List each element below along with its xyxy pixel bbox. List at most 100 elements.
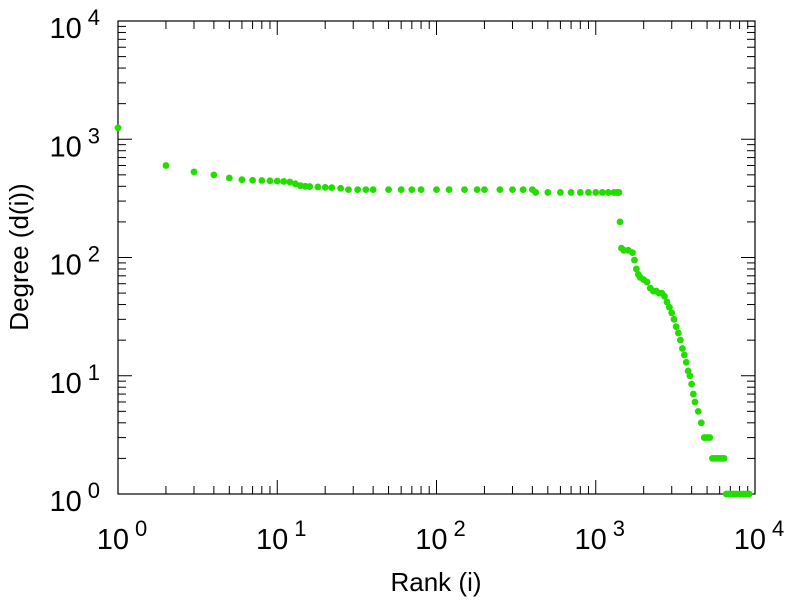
data-point: [629, 249, 636, 257]
data-point: [665, 303, 673, 311]
data-point: [576, 189, 584, 196]
data-point: [598, 189, 606, 196]
y-tick-label-base: 10: [49, 250, 81, 282]
data-point: [266, 177, 274, 185]
data-point: [249, 176, 256, 184]
data-point: [720, 455, 728, 462]
data-points: [114, 124, 753, 498]
data-point: [210, 171, 218, 179]
x-tick-label-base: 10: [574, 524, 606, 556]
x-tick-label-base: 10: [97, 524, 129, 556]
data-point: [694, 407, 702, 415]
data-point: [473, 186, 481, 194]
data-point: [633, 265, 640, 273]
data-point: [291, 180, 299, 188]
y-tick-label-base: 10: [49, 368, 81, 400]
data-point: [397, 186, 405, 194]
data-point: [668, 309, 676, 317]
data-point: [682, 358, 690, 366]
data-point: [672, 323, 680, 331]
data-point: [585, 189, 592, 196]
data-point: [238, 176, 246, 184]
data-point: [670, 315, 678, 323]
plot-frame: [117, 20, 756, 495]
data-point: [674, 329, 682, 337]
x-tick-label-base: 10: [415, 524, 447, 556]
data-point: [615, 189, 623, 196]
y-tick-label-base: 10: [49, 13, 81, 45]
data-point: [509, 186, 516, 194]
y-tick-label-base: 10: [49, 131, 81, 163]
data-point: [362, 186, 370, 194]
data-point: [631, 256, 638, 264]
data-point: [445, 186, 453, 194]
data-point: [691, 398, 699, 406]
data-point: [190, 168, 198, 176]
y-tick-label: 10 0: [49, 478, 100, 518]
y-tick-label: 10 2: [49, 242, 100, 282]
data-point: [461, 186, 468, 194]
data-point: [680, 351, 688, 359]
y-tick-label-exp: 1: [88, 360, 100, 385]
data-point: [328, 184, 336, 192]
x-tick-label-base: 10: [256, 524, 288, 556]
data-point: [706, 434, 714, 441]
x-tick-label: 10 2: [415, 516, 466, 556]
data-point: [544, 189, 552, 196]
x-tick-label-exp: 2: [454, 516, 466, 541]
data-point: [688, 380, 696, 388]
data-point: [225, 174, 233, 182]
data-point: [162, 162, 170, 169]
data-point: [280, 178, 288, 185]
y-tick-label-exp: 3: [88, 123, 100, 148]
data-point: [496, 186, 504, 194]
x-tick-label-exp: 4: [772, 516, 784, 541]
y-tick-label-exp: 2: [88, 242, 100, 267]
x-tick-label: 10 4: [734, 516, 785, 556]
x-axis-label: Rank (i): [390, 567, 481, 597]
data-point: [661, 292, 668, 300]
data-point: [557, 189, 564, 196]
y-tick-label: 10 3: [49, 123, 100, 163]
data-point: [273, 177, 281, 185]
x-tick-label-exp: 1: [294, 516, 306, 541]
data-point: [676, 336, 684, 344]
data-point: [433, 186, 440, 194]
data-point: [345, 186, 352, 194]
tick-labels: 10 0 10 1 10 2 10 3 10 410 010 110 210 310 4: [49, 5, 784, 556]
data-point: [114, 124, 122, 132]
x-tick-label: 10 3: [574, 516, 625, 556]
data-point: [337, 184, 345, 192]
data-point: [369, 186, 377, 194]
data-point: [663, 298, 671, 306]
data-point: [604, 189, 612, 196]
data-point: [314, 183, 322, 191]
data-point: [481, 186, 488, 194]
data-point: [258, 177, 266, 184]
data-point: [697, 419, 705, 427]
x-tick-label-exp: 0: [135, 516, 147, 541]
x-tick-label: 10 0: [97, 516, 148, 556]
data-point: [519, 186, 527, 194]
data-point: [417, 186, 425, 194]
y-axis-label: Degree (d(i)): [4, 183, 34, 330]
data-point: [592, 189, 600, 196]
data-point: [643, 278, 651, 286]
x-tick-label-base: 10: [734, 524, 766, 556]
data-point: [354, 186, 362, 194]
data-point: [567, 189, 575, 196]
x-tick-label-exp: 3: [613, 516, 625, 541]
y-tick-label-exp: 4: [88, 5, 100, 30]
data-point: [286, 178, 294, 186]
x-tick-label: 10 1: [256, 516, 307, 556]
data-point: [306, 183, 314, 190]
y-tick-label: 10 1: [49, 360, 100, 400]
data-point: [408, 186, 416, 194]
y-tick-label-exp: 0: [88, 478, 100, 503]
y-tick-label-base: 10: [49, 486, 81, 518]
y-tick-label: 10 4: [49, 5, 100, 45]
data-point: [532, 189, 540, 196]
data-point: [745, 490, 753, 498]
data-point: [686, 372, 694, 380]
